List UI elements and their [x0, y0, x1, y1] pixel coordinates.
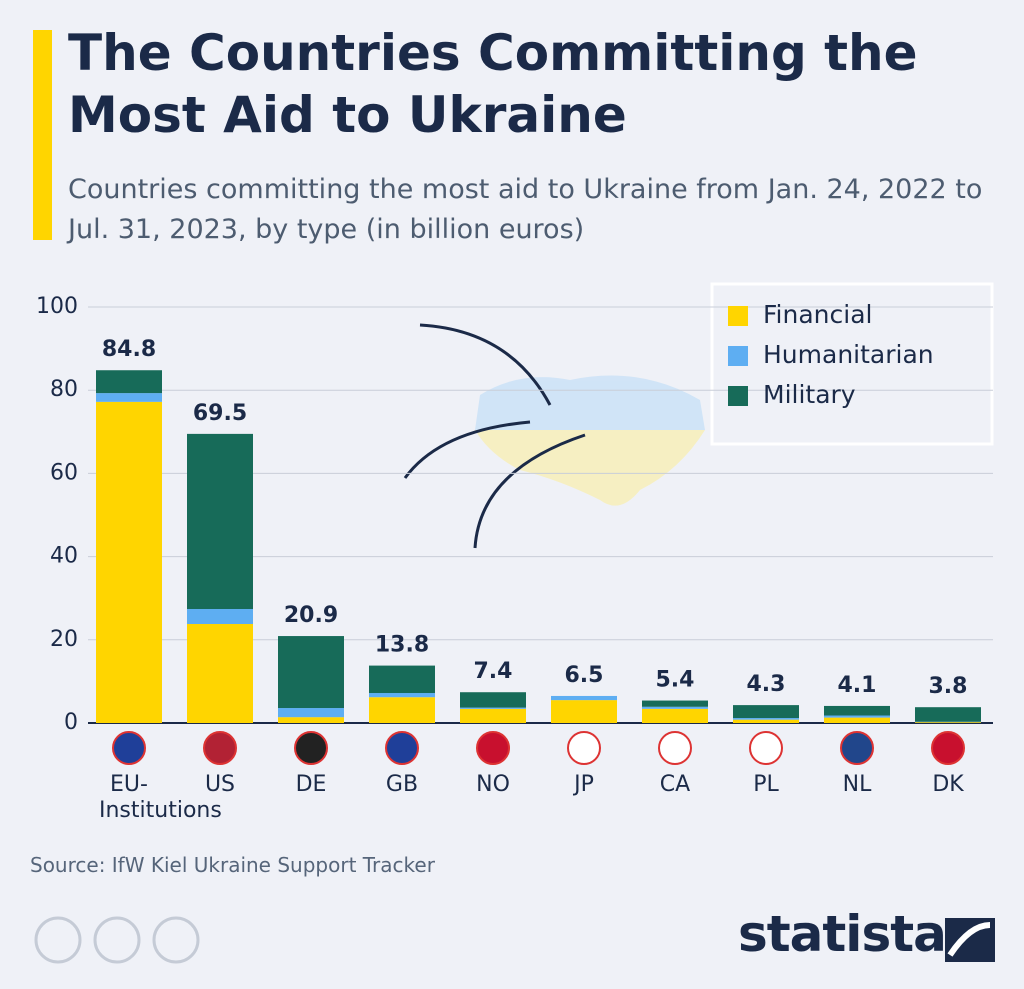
- accent-bar: [33, 30, 52, 240]
- total-label: 6.5: [565, 663, 604, 688]
- total-label: 69.5: [193, 401, 247, 426]
- y-tick-label: 20: [50, 627, 78, 652]
- brand: statista: [738, 905, 947, 963]
- bar-segment: [551, 695, 617, 701]
- flag: [931, 731, 965, 765]
- flag: [840, 731, 874, 765]
- total-label: 4.3: [747, 672, 786, 697]
- bar-segment: [187, 433, 253, 610]
- map-decoration: [475, 375, 705, 506]
- total-label: 13.8: [375, 633, 429, 658]
- bar-segment: [642, 708, 708, 723]
- y-tick-label: 40: [50, 544, 78, 569]
- x-tick-label: DE: [295, 772, 327, 797]
- bar-segment: [369, 697, 435, 723]
- source: Source: IfW Kiel Ukraine Support Tracker: [30, 853, 435, 877]
- bar-segment: [824, 715, 890, 718]
- bar-segment: [96, 401, 162, 723]
- legend-swatch: [728, 346, 748, 366]
- y-tick-label: 80: [50, 377, 78, 402]
- bar-segment: [824, 705, 890, 716]
- total-label: 4.1: [838, 673, 877, 698]
- total-label: 7.4: [474, 659, 513, 684]
- flag: [476, 731, 510, 765]
- flag: [567, 731, 601, 765]
- x-tick-label: DK: [932, 772, 964, 797]
- bar-segment: [187, 623, 253, 723]
- legend-label: Humanitarian: [763, 340, 934, 369]
- bar-segment: [278, 636, 344, 709]
- bar-segment: [824, 717, 890, 723]
- flag: [203, 731, 237, 765]
- x-tick-label: PL: [753, 772, 779, 797]
- bar-segment: [278, 708, 344, 718]
- bar-segment: [96, 370, 162, 394]
- legend-label: Military: [763, 380, 856, 409]
- x-tick-label: NL: [842, 772, 872, 797]
- legend-swatch: [728, 386, 748, 406]
- bar-segment: [369, 665, 435, 694]
- bar-segment: [96, 393, 162, 402]
- arrows: [403, 323, 586, 549]
- x-tick-label: US: [204, 772, 236, 797]
- legend-box: [710, 282, 994, 446]
- flag: [385, 731, 419, 765]
- x-tick-label: EU-Institutions: [99, 772, 222, 823]
- chart-title: The Countries Committing the Most Aid to…: [68, 24, 918, 144]
- total-label: 3.8: [929, 674, 968, 699]
- total-label: 84.8: [102, 337, 156, 362]
- bar-segment: [460, 708, 526, 723]
- bar-segment: [369, 693, 435, 698]
- bar-segment: [733, 719, 799, 723]
- chart-subtitle: Countries committing the most aid to Ukr…: [68, 174, 983, 245]
- bar-segment: [460, 692, 526, 708]
- bar-segment: [642, 706, 708, 709]
- bar-segment: [460, 707, 526, 709]
- flag: [749, 731, 783, 765]
- total-label: 5.4: [656, 668, 695, 693]
- flag: [294, 731, 328, 765]
- bar-segment: [733, 705, 799, 719]
- legend-swatch: [728, 306, 748, 326]
- bar-segment: [278, 717, 344, 723]
- bar-segment: [915, 707, 981, 722]
- y-tick-label: 60: [50, 460, 78, 485]
- bar-segment: [915, 722, 981, 723]
- legend-label: Financial: [763, 300, 872, 329]
- bar-segment: [187, 609, 253, 624]
- y-tick-label: 100: [36, 294, 78, 319]
- x-tick-label: JP: [574, 772, 594, 797]
- bar-segment: [551, 700, 617, 723]
- x-tick-label: NO: [476, 772, 510, 797]
- x-tick-label: GB: [385, 772, 419, 797]
- y-tick-label: 0: [64, 710, 78, 735]
- bar-segment: [642, 700, 708, 707]
- flag: [658, 731, 692, 765]
- x-tick-label: CA: [659, 772, 691, 797]
- bar-segment: [733, 718, 799, 720]
- flag: [112, 731, 146, 765]
- total-label: 20.9: [284, 603, 338, 628]
